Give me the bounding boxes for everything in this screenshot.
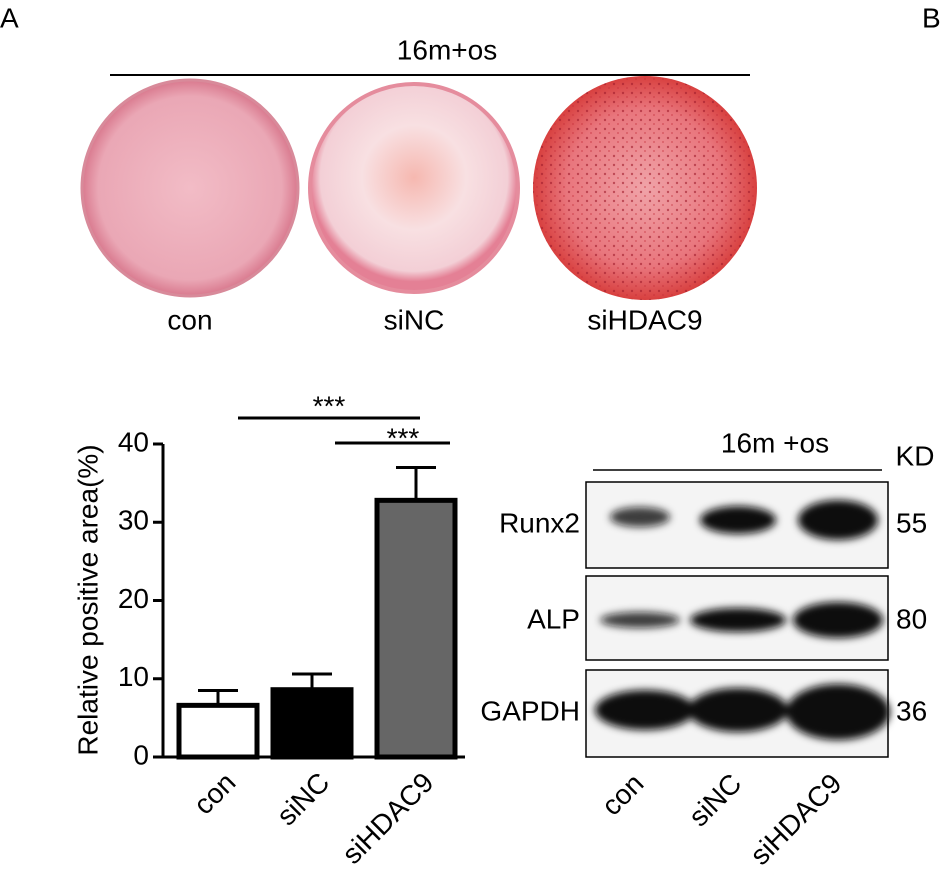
band-name: Runx2 bbox=[499, 507, 580, 538]
plate-images bbox=[80, 76, 757, 300]
bar bbox=[176, 702, 260, 760]
y-tick-label: 30 bbox=[118, 505, 149, 536]
band-name: GAPDH bbox=[480, 695, 580, 726]
y-tick-label: 40 bbox=[118, 426, 149, 457]
significance-label: *** bbox=[387, 422, 420, 453]
y-tick-label: 0 bbox=[133, 739, 149, 770]
lane-label: siNC bbox=[683, 768, 748, 833]
x-tick-label: siNC bbox=[271, 767, 336, 832]
significance-label: *** bbox=[313, 390, 346, 421]
plate-label: con bbox=[167, 304, 212, 335]
plate-label: siHDAC9 bbox=[587, 304, 702, 335]
blot-images bbox=[585, 481, 890, 758]
band-name: ALP bbox=[527, 603, 580, 634]
x-tick-label: siHDAC9 bbox=[336, 767, 439, 870]
band-kd: 55 bbox=[896, 507, 927, 538]
lane-label: con bbox=[596, 768, 650, 822]
y-tick-label: 10 bbox=[118, 661, 149, 692]
blot-unit: KD bbox=[896, 440, 935, 471]
plate-title: 16m+os bbox=[397, 34, 497, 65]
band-kd: 36 bbox=[896, 695, 927, 726]
y-axis-label: Relative positive area(%) bbox=[72, 444, 103, 755]
panel-label: B bbox=[922, 2, 941, 33]
plate-label: siNC bbox=[384, 304, 445, 335]
panel-label: A bbox=[0, 2, 19, 33]
bar bbox=[374, 497, 458, 760]
bar bbox=[270, 687, 354, 760]
lane-label: siHDAC9 bbox=[744, 768, 847, 871]
blot-title: 16m +os bbox=[721, 427, 829, 458]
x-tick-label: con bbox=[188, 767, 242, 821]
y-tick-label: 20 bbox=[118, 583, 149, 614]
band-kd: 80 bbox=[896, 603, 927, 634]
